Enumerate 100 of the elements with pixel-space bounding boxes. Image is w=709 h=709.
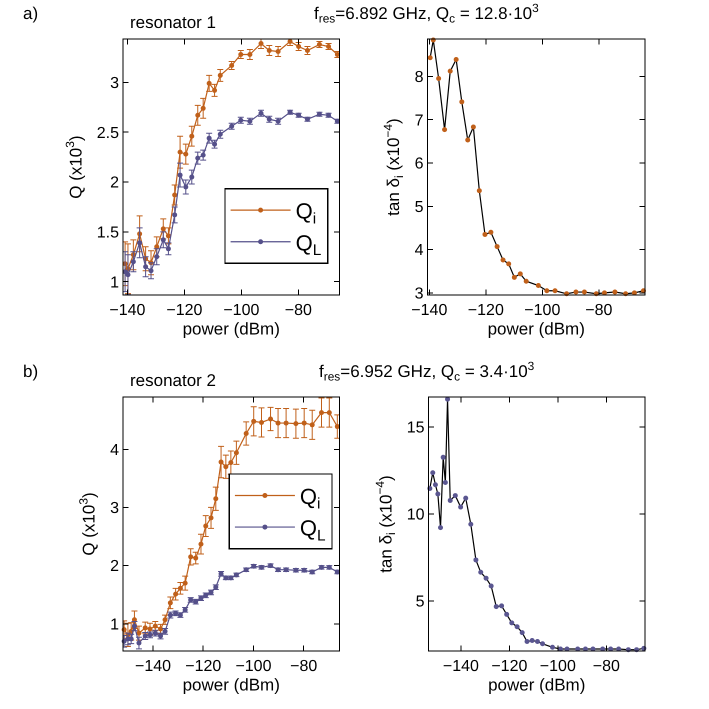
text: f$_{res}$=6.952 GHz, Q$_{c}$ = 3.4·10$^{3}$ (319, 359, 535, 384)
x-tick-label: −80 (585, 302, 612, 319)
point (454, 56, 459, 62)
point (582, 290, 587, 295)
legend-label: Q$_{L}$ (300, 516, 326, 544)
x-tick-label: −120 (468, 302, 504, 319)
point (428, 55, 433, 60)
point (488, 230, 494, 235)
point (518, 271, 523, 276)
point (499, 603, 504, 608)
point (488, 584, 494, 589)
point (160, 237, 166, 242)
y-tick-label: 5 (414, 198, 424, 216)
point (524, 278, 529, 284)
point (168, 600, 173, 606)
point (183, 184, 188, 190)
point (459, 99, 464, 104)
point (432, 482, 438, 488)
point (136, 640, 142, 646)
x-tick-label: −80 (284, 302, 312, 319)
point (189, 134, 194, 139)
point (182, 580, 188, 586)
point (244, 431, 249, 436)
point (195, 112, 200, 118)
y-tick-label: 8 (414, 68, 424, 86)
x-axis-title: power (dBm) (182, 675, 280, 694)
point (442, 127, 448, 132)
x-tick-label: −100 (235, 658, 272, 675)
point (465, 138, 470, 143)
x-tick-label: −140 (411, 302, 448, 319)
point (284, 420, 289, 426)
point (478, 570, 484, 575)
x-tick-label: −120 (185, 658, 222, 675)
point (438, 525, 444, 530)
y-tick-label: 5 (416, 594, 425, 611)
point (154, 254, 160, 260)
point (573, 290, 578, 295)
point (476, 188, 482, 194)
legend-label: Q$_{i}$ (300, 484, 320, 513)
point (218, 72, 223, 78)
point (473, 557, 478, 562)
point (189, 174, 194, 180)
point (310, 422, 315, 428)
y-tick-label: 3 (414, 286, 424, 303)
point (530, 638, 535, 643)
x-tick-label: −140 (134, 658, 172, 675)
y-tick-label: 4 (414, 242, 424, 260)
point (514, 624, 520, 630)
point (259, 420, 264, 425)
point (506, 261, 512, 266)
point (142, 625, 148, 630)
point (524, 639, 530, 644)
point (203, 524, 208, 529)
y-tick-label: 10 (406, 506, 425, 524)
point (143, 264, 148, 270)
y-tick-label: 1 (110, 616, 120, 634)
y-tick-label: 3 (110, 500, 120, 518)
point (500, 257, 506, 262)
text: b) (23, 362, 38, 381)
x-tick-label: −100 (223, 302, 260, 319)
point (178, 150, 183, 155)
point (136, 630, 142, 636)
point (208, 515, 214, 520)
chart-title: resonator 2 (130, 371, 216, 390)
point (494, 244, 500, 250)
x-tick-label: −80 (592, 658, 620, 675)
chart-title: resonator 1 (130, 13, 216, 32)
text: a) (23, 4, 38, 23)
x-axis-title: power (dBm) (182, 319, 280, 338)
point (536, 283, 541, 288)
point (504, 612, 510, 617)
point (172, 212, 178, 218)
point (435, 492, 440, 497)
x-tick-label: −120 (491, 658, 528, 675)
x-tick-label: −120 (166, 302, 202, 319)
y-tick-label: 6 (414, 156, 424, 173)
point (520, 630, 525, 636)
point (172, 192, 178, 198)
legend-label: Q$_{i}$ (296, 198, 316, 228)
point (448, 498, 453, 503)
point (137, 240, 142, 246)
y-tick-label: 15 (406, 420, 425, 437)
point (463, 496, 468, 501)
point (430, 470, 436, 476)
x-tick-label: −140 (442, 658, 479, 675)
point (540, 641, 546, 646)
point (512, 274, 517, 280)
point (494, 604, 499, 610)
point (468, 522, 474, 527)
y-tick-label: 7 (414, 112, 424, 130)
point (440, 454, 446, 460)
point (484, 576, 489, 581)
x-tick-label: −100 (524, 302, 560, 319)
y-tick-label: 1.5 (96, 224, 120, 242)
point (436, 76, 442, 82)
point (509, 620, 514, 626)
point (130, 259, 136, 264)
y-tick-label: 2 (110, 174, 120, 192)
point (234, 450, 239, 456)
point (223, 464, 228, 470)
